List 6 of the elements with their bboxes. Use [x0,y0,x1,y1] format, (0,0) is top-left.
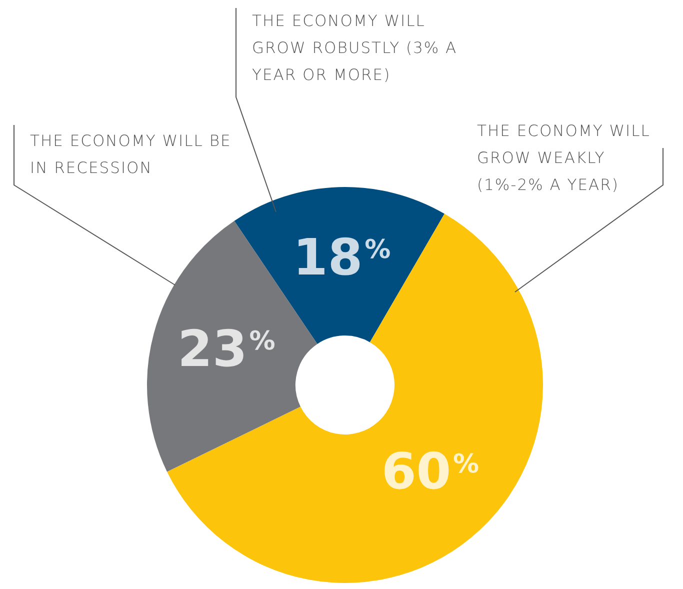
data-label: 23% [178,320,276,378]
slice-label: THE ECONOMY WILL GROW ROBUSTLY (3% A YEAR OR MORE) [252,11,458,86]
slice-label: THE ECONOMY WILL GROW WEAKLY (1%-2% A YEAR) [477,121,652,196]
data-label: 60% [381,442,480,501]
slice-label: THE ECONOMY WILL BE IN RECESSION [30,131,232,179]
data-label: 18% [293,228,391,286]
